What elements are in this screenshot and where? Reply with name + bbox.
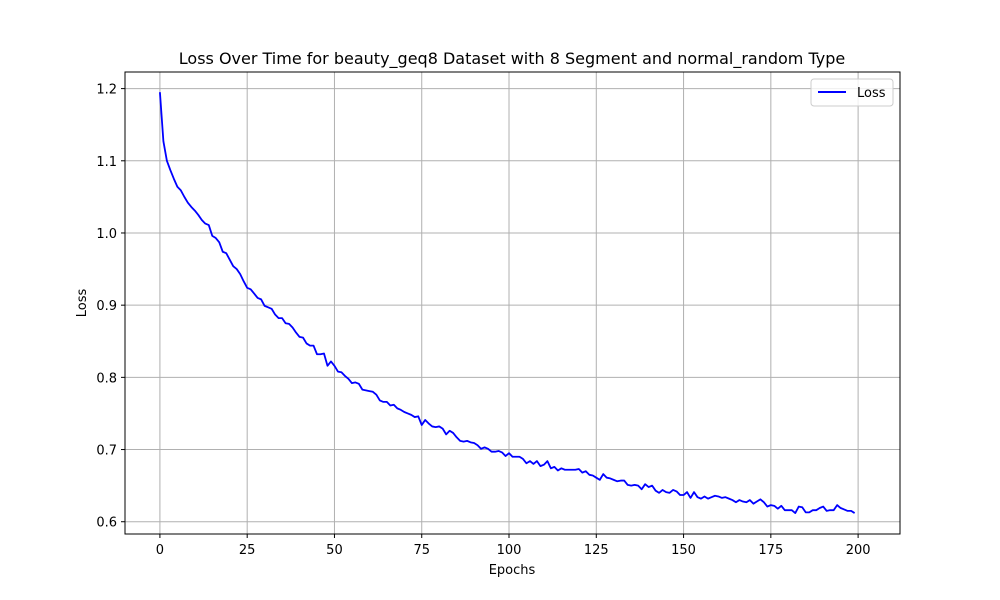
y-tick-label: 0.7 xyxy=(96,444,117,459)
series-layer xyxy=(159,92,856,514)
y-tick-label: 0.6 xyxy=(96,516,117,531)
y-tick-label: 0.9 xyxy=(96,299,117,314)
y-axis-label: Loss xyxy=(75,289,90,318)
x-tick-label: 150 xyxy=(671,543,696,558)
y-tick-label: 1.1 xyxy=(96,155,117,170)
series-line-loss xyxy=(159,92,856,514)
axis-ticks: 0 25 50 75 100 125 150 175 200 0.6 0.7 0.8 0.9 1.0 1.1… xyxy=(96,83,870,558)
legend-box xyxy=(810,78,894,107)
x-tick-label: 200 xyxy=(846,543,871,558)
chart-title: Loss Over Time for beauty_geq8 Dataset w… xyxy=(179,49,845,69)
x-tick-label: 0 xyxy=(156,543,164,558)
x-axis-label: Epochs xyxy=(489,563,536,578)
plot-frame xyxy=(124,71,901,535)
y-tick-label: 1.2 xyxy=(96,83,117,98)
grid xyxy=(125,72,900,534)
x-tick-label: 75 xyxy=(413,543,430,558)
legend: Loss xyxy=(810,78,894,107)
y-tick-label: 0.8 xyxy=(96,371,117,386)
x-tick-label: 100 xyxy=(497,543,522,558)
legend-label: Loss xyxy=(857,86,886,101)
y-tick-label: 1.0 xyxy=(96,227,117,242)
x-tick-label: 125 xyxy=(584,543,609,558)
x-tick-label: 50 xyxy=(326,543,343,558)
x-tick-label: 25 xyxy=(239,543,256,558)
x-tick-label: 175 xyxy=(758,543,783,558)
